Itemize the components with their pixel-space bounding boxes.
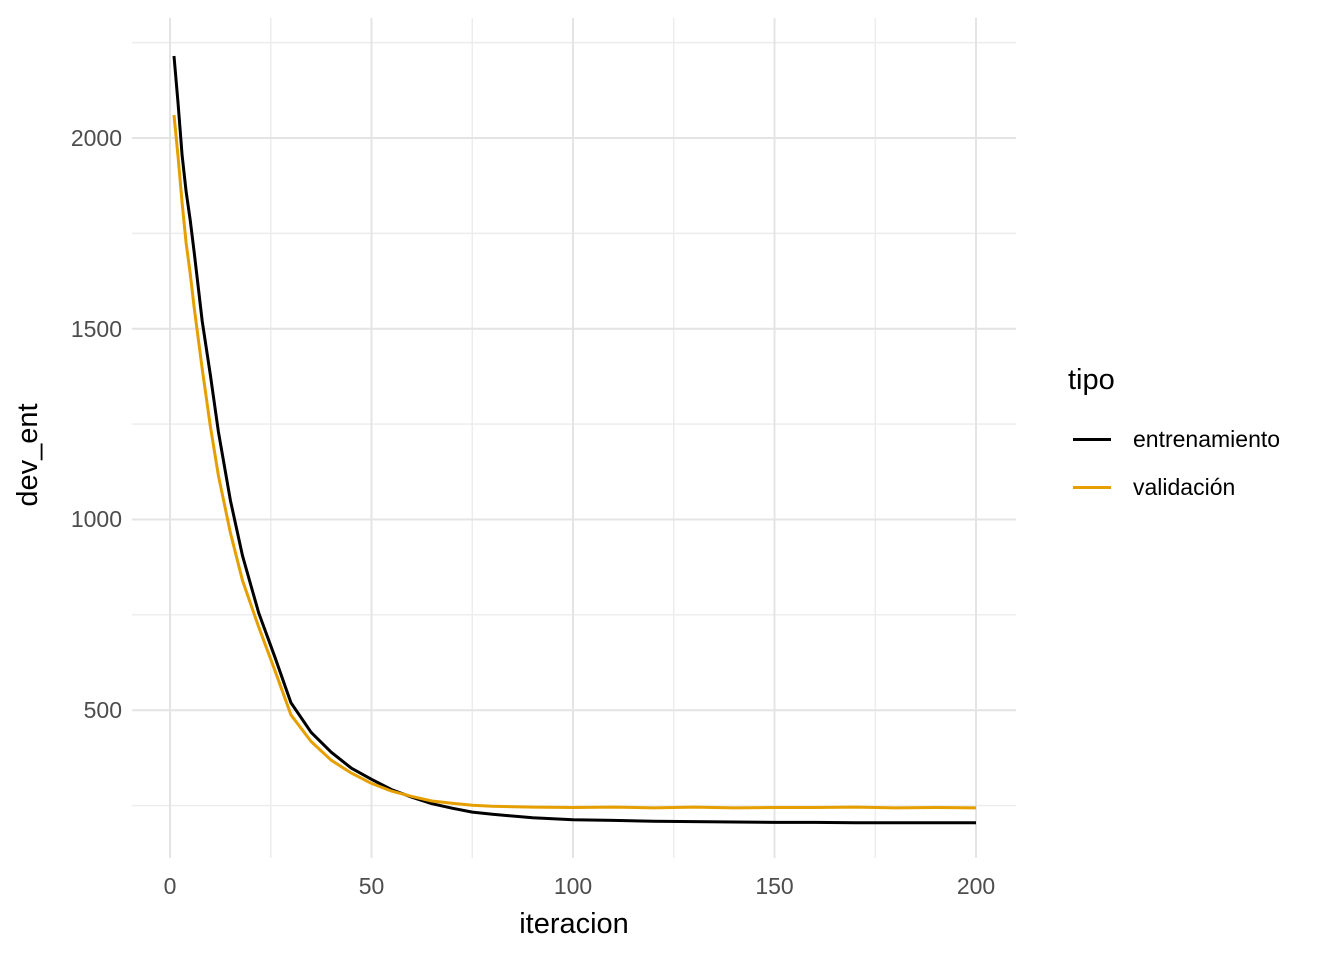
- series-line-entrenamiento: [172, 55, 976, 825]
- y-tick-label: 500: [83, 697, 122, 724]
- y-axis-title: dev_ent: [12, 403, 44, 507]
- y-tick-label: 2000: [70, 125, 122, 151]
- legend-label-entrenamiento: entrenamiento: [1133, 426, 1281, 452]
- y-tick-label: 1000: [70, 506, 122, 533]
- legend-title: tipo: [1068, 364, 1115, 396]
- y-tick-label: 1500: [70, 315, 122, 342]
- x-tick-label: 200: [956, 873, 996, 899]
- legend: tipo entrenamiento validación: [1063, 362, 1338, 502]
- x-tick-label: 0: [163, 873, 177, 899]
- legend-entry-entrenamiento: entrenamiento: [1073, 424, 1338, 454]
- series-line-validacion: [172, 114, 977, 810]
- x-tick-label: 100: [553, 873, 593, 899]
- x-tick-label: 150: [755, 873, 794, 899]
- legend-label-validacion: validación: [1133, 474, 1236, 500]
- x-axis-title: iteracion: [519, 908, 629, 940]
- legend-swatch-validacion-line: [1073, 485, 1111, 489]
- legend-swatch-entrenamiento-line: [1073, 437, 1111, 441]
- legend-entry-validacion: validación: [1073, 472, 1338, 502]
- x-tick-label: 50: [358, 873, 385, 899]
